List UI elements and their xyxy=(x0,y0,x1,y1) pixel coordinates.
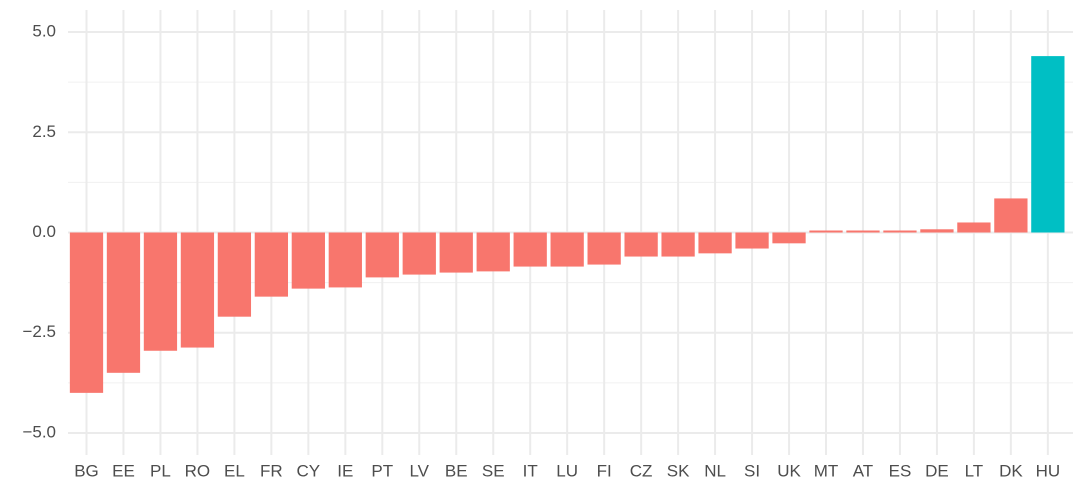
x-tick-label: LV xyxy=(409,461,429,480)
bar xyxy=(106,232,141,373)
x-tick-label: EL xyxy=(224,461,245,480)
x-tick-label: SE xyxy=(482,461,505,480)
bar xyxy=(883,230,917,233)
x-tick-label: CY xyxy=(297,461,321,480)
x-tick-label: ES xyxy=(889,461,912,480)
x-tick-label: IT xyxy=(523,461,538,480)
bar xyxy=(772,232,806,244)
bar xyxy=(624,232,658,257)
x-tick-label: FI xyxy=(597,461,612,480)
x-tick-label: SK xyxy=(667,461,690,480)
bar xyxy=(291,232,325,289)
bar xyxy=(180,232,215,348)
x-tick-label: DK xyxy=(999,461,1023,480)
x-tick-label: EE xyxy=(112,461,135,480)
x-tick-label: PT xyxy=(371,461,393,480)
y-tick-label: 0.0 xyxy=(32,222,56,241)
bar xyxy=(328,232,362,288)
x-tick-label: CZ xyxy=(630,461,653,480)
y-tick-label: −5.0 xyxy=(22,422,56,441)
x-tick-label: LT xyxy=(965,461,984,480)
bar xyxy=(994,198,1028,233)
bar xyxy=(217,232,252,317)
bar xyxy=(365,232,399,278)
bar xyxy=(439,232,473,273)
bar xyxy=(513,232,547,267)
bar xyxy=(1031,56,1065,233)
bar xyxy=(143,232,178,351)
bar xyxy=(587,232,621,265)
bar xyxy=(809,230,843,233)
x-tick-label: NL xyxy=(704,461,726,480)
bar xyxy=(661,232,695,257)
x-tick-label: BE xyxy=(445,461,468,480)
bar xyxy=(920,229,954,233)
bar xyxy=(735,232,769,249)
y-tick-label: −2.5 xyxy=(22,322,56,341)
y-tick-label: 5.0 xyxy=(32,22,56,41)
bar xyxy=(402,232,436,275)
x-tick-label: AT xyxy=(853,461,873,480)
x-tick-label: RO xyxy=(185,461,211,480)
bar xyxy=(476,232,510,272)
x-tick-label: LU xyxy=(556,461,578,480)
x-tick-label: SI xyxy=(744,461,760,480)
x-tick-label: FR xyxy=(260,461,283,480)
bar xyxy=(254,232,289,297)
bar xyxy=(698,232,732,254)
bar xyxy=(957,222,991,233)
x-tick-label: MT xyxy=(814,461,839,480)
bar xyxy=(550,232,584,267)
x-tick-label: HU xyxy=(1036,461,1061,480)
x-tick-label: PL xyxy=(150,461,171,480)
x-tick-label: UK xyxy=(777,461,801,480)
bar xyxy=(69,232,104,393)
x-tick-label: IE xyxy=(337,461,353,480)
bar xyxy=(846,230,880,233)
x-tick-label: DE xyxy=(925,461,949,480)
y-tick-label: 2.5 xyxy=(32,122,56,141)
x-tick-label: BG xyxy=(74,461,99,480)
